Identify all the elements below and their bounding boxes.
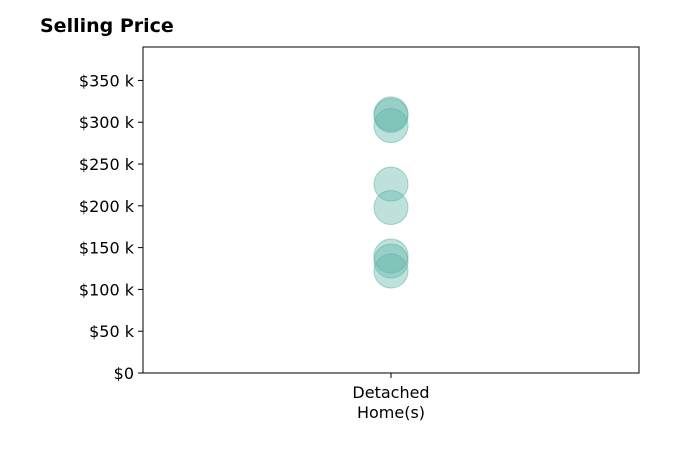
y-tick-label: $150 k <box>79 239 135 258</box>
y-tick-label: $0 <box>114 364 134 383</box>
x-tick-label: Detached <box>352 383 429 402</box>
data-point <box>373 253 409 289</box>
data-point <box>373 243 409 279</box>
y-tick-label: $100 k <box>79 280 135 299</box>
y-tick-label: $350 k <box>79 71 135 90</box>
chart-title: Selling Price <box>40 15 174 37</box>
data-point <box>373 238 409 274</box>
y-tick-label: $300 k <box>79 113 135 132</box>
x-tick-label: Home(s) <box>357 403 425 422</box>
y-tick-label: $50 k <box>89 322 135 341</box>
data-point <box>373 189 409 225</box>
y-tick-label: $250 k <box>79 155 135 174</box>
data-point <box>373 98 409 134</box>
data-point <box>373 108 409 144</box>
y-tick-label: $200 k <box>79 197 135 216</box>
